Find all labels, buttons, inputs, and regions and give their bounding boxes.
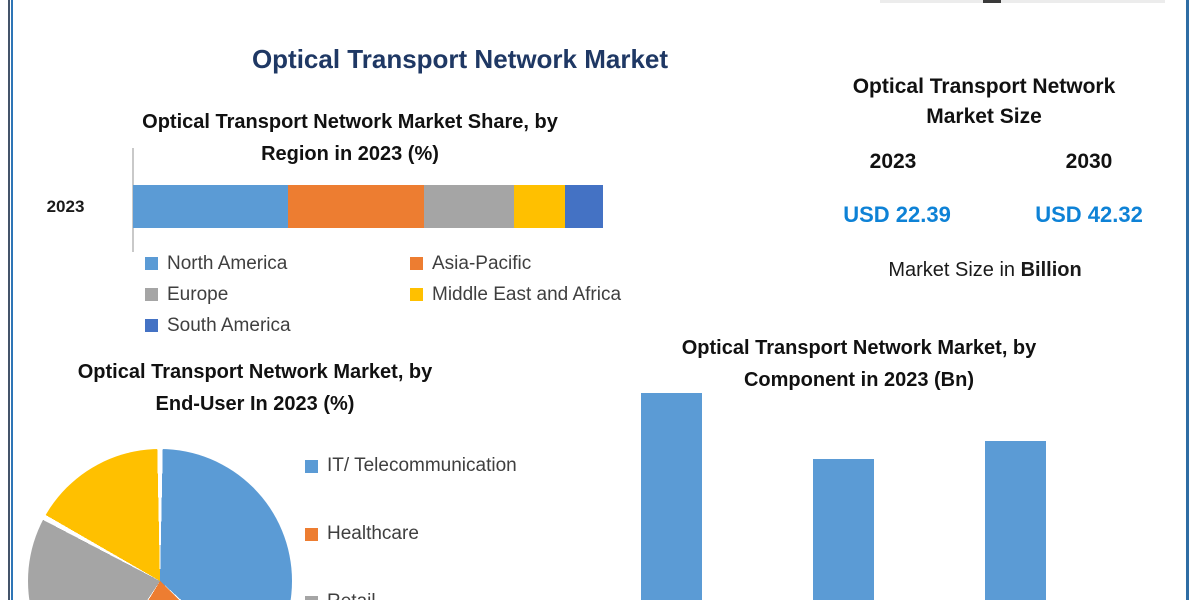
market-size-year-2023: 2023 (869, 150, 917, 173)
component-bar (813, 459, 874, 600)
legend-label: Retail (327, 591, 376, 600)
legend-label: South America (167, 314, 291, 336)
region-chart-title-line2: Region in 2023 (%) (261, 143, 439, 165)
market-size-value-2030: USD 42.32 (1035, 202, 1143, 227)
legend-item-healthcare: Healthcare (305, 523, 419, 545)
retail-swatch-icon (305, 595, 318, 600)
end-user-chart-title: Optical Transport Network Market, by End… (25, 356, 485, 420)
legend-item-it-telecommunication: IT/ Telecommunication (305, 455, 517, 477)
europe-swatch-icon (145, 288, 158, 301)
legend-label: Europe (167, 283, 229, 305)
market-size-title: Optical Transport Network Market Size (800, 72, 1168, 132)
left-border-inner-line (11, 0, 13, 600)
component-bar-chart (641, 0, 1046, 600)
legend-label: Healthcare (327, 523, 419, 544)
market-size-footnote: Market Size in Billion (810, 259, 1160, 282)
region-legend: North America Asia-Pacific Europe Middle… (145, 248, 650, 341)
legend-label: North America (167, 252, 288, 274)
component-chart-title-line1: Optical Transport Network Market, by (681, 337, 1037, 359)
end-user-chart-title-line2: End-User In 2023 (%) (155, 393, 355, 415)
legend-item-retail-cropped: Retail (305, 591, 376, 600)
legend-item-asia-pacific: Asia-Pacific (410, 253, 650, 275)
component-chart-title-line2: Component in 2023 (Bn) (743, 369, 974, 391)
legend-item-south-america: South America (145, 315, 410, 337)
asia-pacific-swatch-icon (410, 257, 423, 270)
north-america-swatch-icon (145, 257, 158, 270)
healthcare-swatch-icon (305, 527, 318, 541)
legend-item-middle-east-africa: Middle East and Africa (410, 284, 650, 306)
cropped-text-fragment-dark-dash (983, 0, 1001, 3)
region-chart-title-line1: Optical Transport Network Market Share, … (142, 111, 558, 133)
legend-item-north-america: North America (145, 253, 410, 275)
region-chart-category-label: 2023 (46, 197, 85, 216)
component-bar (641, 393, 702, 600)
bar-segment (424, 185, 514, 228)
south-america-swatch-icon (145, 319, 158, 332)
legend-item-europe: Europe (145, 284, 410, 306)
bar-segment (565, 185, 603, 228)
left-border-outer-line (8, 0, 10, 600)
right-border-line (1186, 0, 1189, 600)
middle-east-africa-swatch-icon (410, 288, 423, 301)
region-stacked-bar (133, 185, 603, 228)
market-size-title-line2: Market Size (926, 105, 1042, 128)
end-user-pie-chart (28, 449, 292, 600)
legend-label: Middle East and Africa (432, 283, 622, 305)
it-telecommunication-swatch-icon (305, 459, 318, 473)
component-bar (985, 441, 1046, 600)
bar-segment (133, 185, 289, 228)
region-chart-title: Optical Transport Network Market Share, … (100, 106, 600, 170)
page-title: Optical Transport Network Market (251, 44, 669, 74)
market-size-title-line1: Optical Transport Network (852, 75, 1116, 98)
bar-segment (513, 185, 566, 228)
legend-label: IT/ Telecommunication (327, 455, 517, 476)
legend-label: Asia-Pacific (432, 252, 532, 274)
bar-segment (288, 185, 425, 228)
market-size-value-2023: USD 22.39 (843, 202, 951, 227)
market-size-footnote-unit: Billion (1020, 259, 1082, 281)
component-chart-title: Optical Transport Network Market, by Com… (649, 332, 1069, 396)
market-size-year-2030: 2030 (1065, 150, 1113, 173)
end-user-chart-title-line1: Optical Transport Network Market, by (77, 361, 433, 383)
market-size-footnote-prefix: Market Size in (888, 259, 1021, 281)
cropped-text-fragment (880, 0, 1165, 3)
